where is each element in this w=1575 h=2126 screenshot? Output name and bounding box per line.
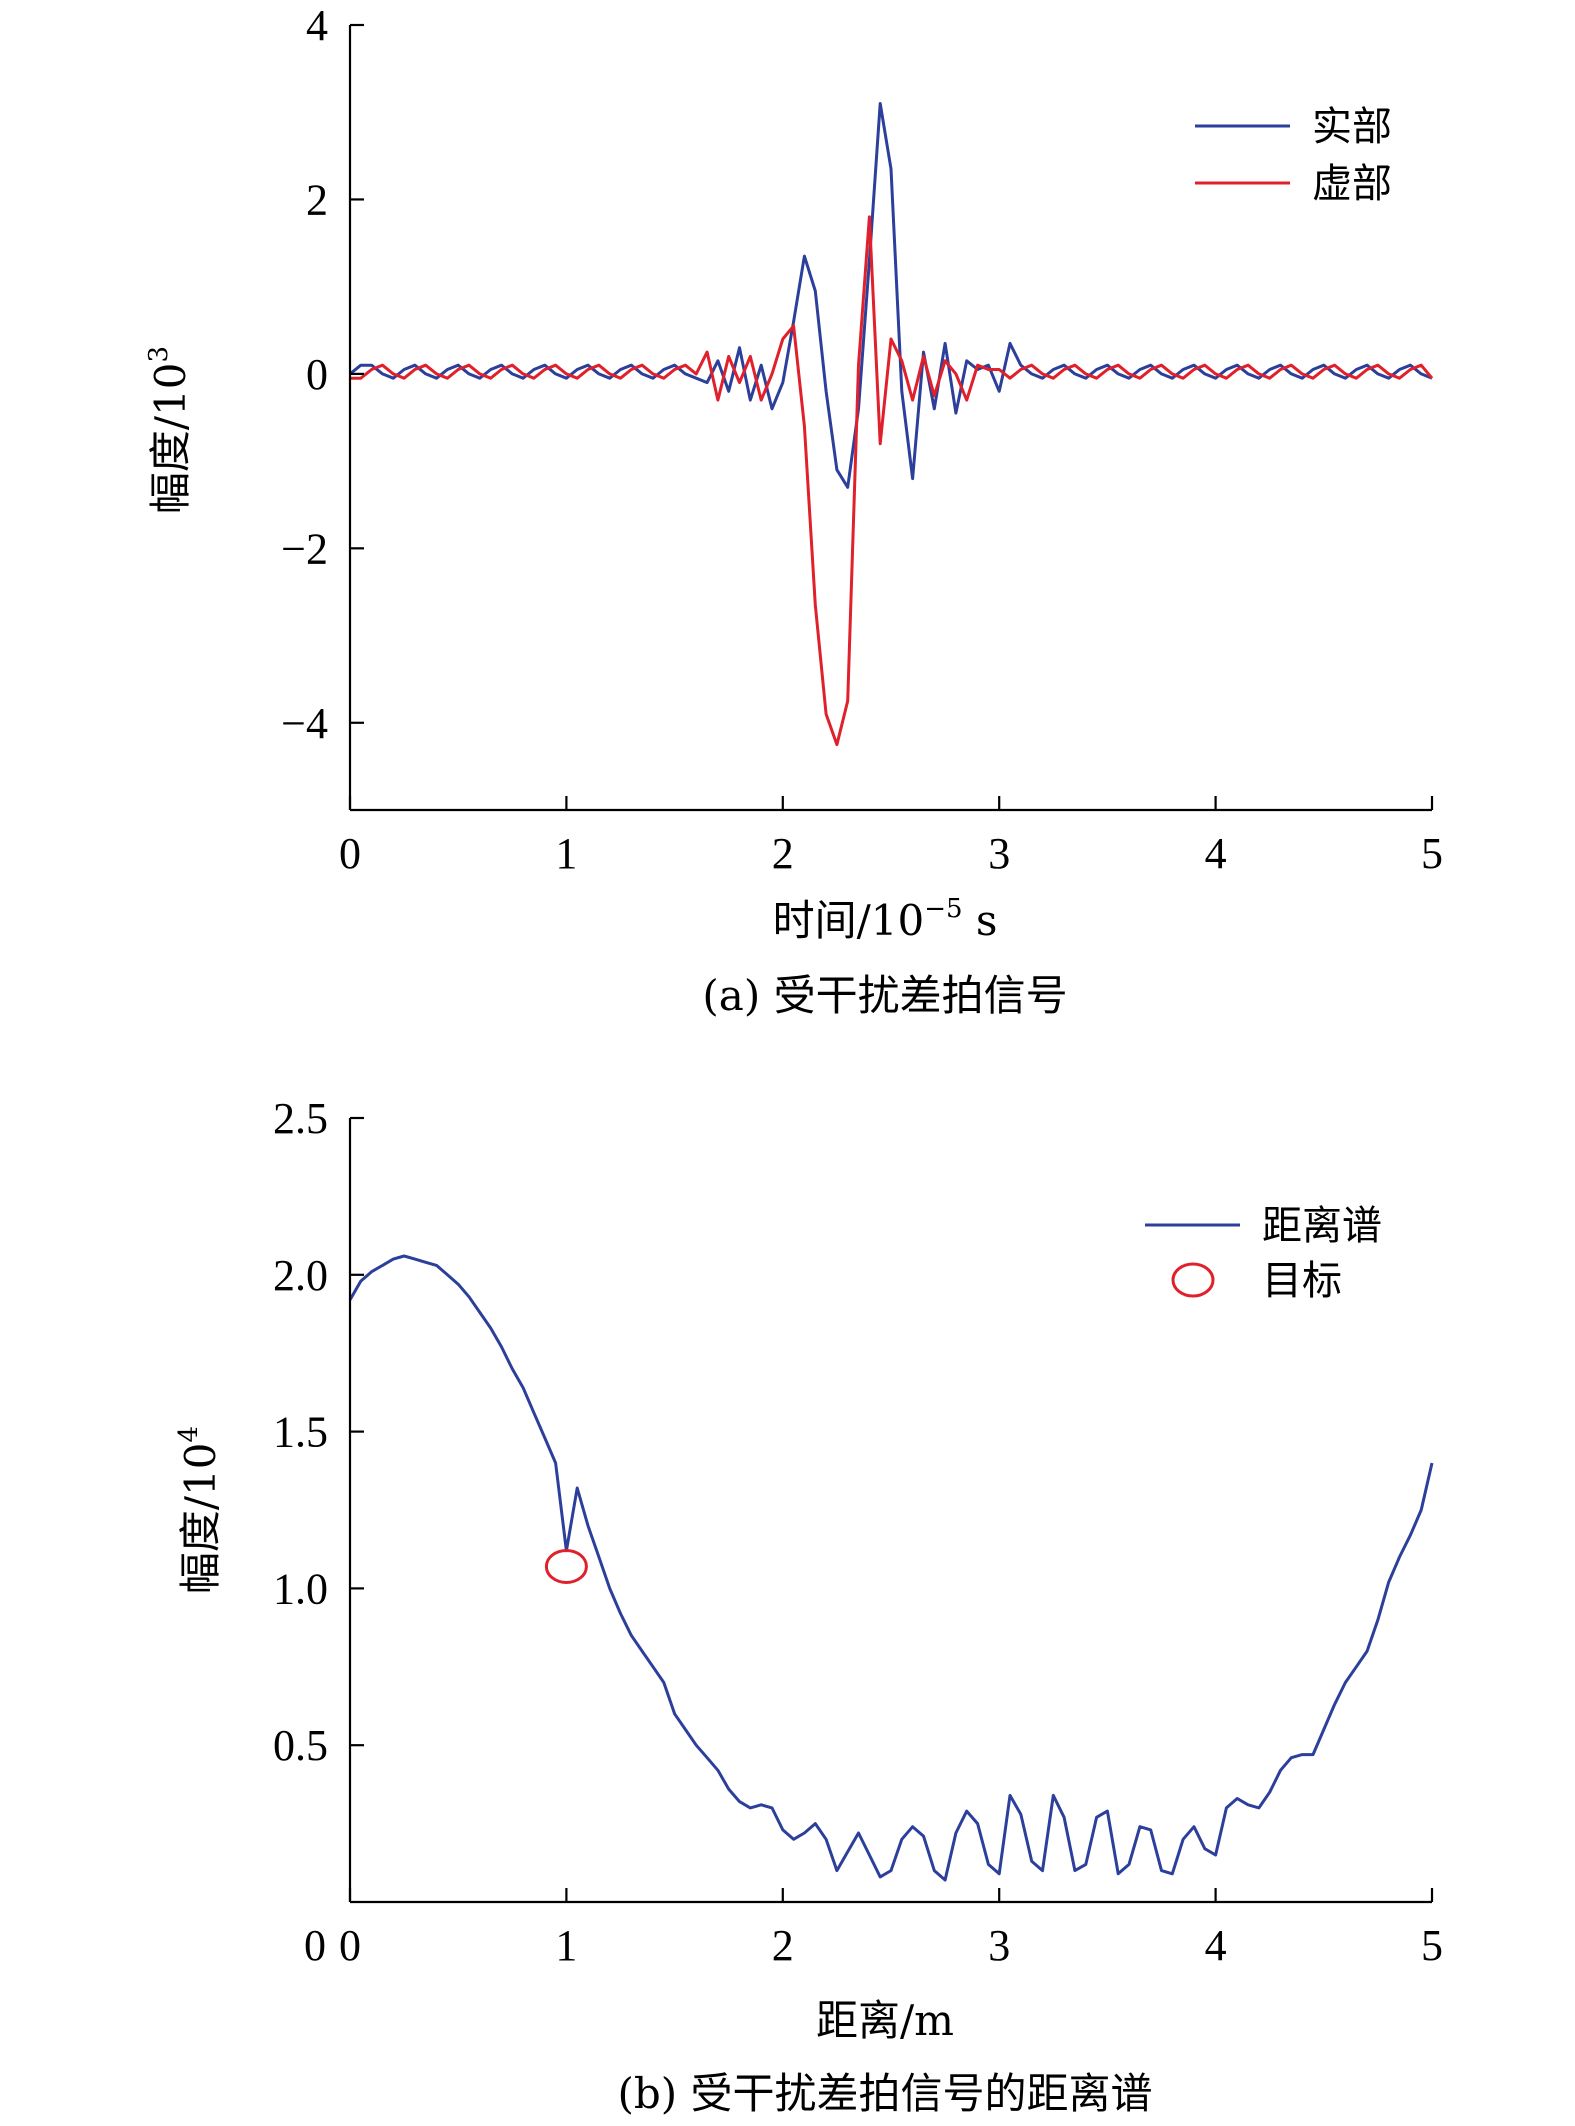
chart-b-caption: (b) 受干扰差拍信号的距离谱 — [617, 2069, 1152, 2118]
chart-a-legend-label-real: 实部 — [1312, 104, 1392, 150]
chart-a-x-tick-label: 1 — [555, 829, 577, 878]
chart-a-ylabel-sup: 3 — [144, 346, 174, 363]
chart-b-y-tick-label: 0.5 — [273, 1721, 328, 1770]
chart-b-ylabel-sup: 4 — [174, 1426, 204, 1443]
chart-b-x-tick-label: 3 — [988, 1921, 1010, 1970]
chart-b-x-tick-label: 2 — [772, 1921, 794, 1970]
chart-a-xlabel-unit: s — [963, 896, 998, 945]
chart-a-x-tick-label: 0 — [339, 829, 361, 878]
chart-a-axes: 0 1 2 3 4 5 4 2 0 −2 −4 — [281, 1, 1443, 878]
svg-text:幅度/103: 幅度/103 — [144, 346, 195, 514]
chart-a-series-line-0 — [349, 102, 1433, 489]
chart-b-axes: 0 1 2 3 4 5 2.5 2.0 1.5 1.0 0.5 0 — [273, 1094, 1443, 1970]
chart-a-x-tick-label: 5 — [1421, 829, 1443, 878]
chart-a-y-axis-title: 幅度/103 — [144, 346, 195, 514]
chart-b-legend-label-spectrum: 距离谱 — [1262, 1203, 1382, 1249]
chart-b-legend: 距离谱 目标 — [1145, 1203, 1382, 1304]
chart-a-y-tick-label: −2 — [281, 524, 328, 573]
chart-a-caption: (a) 受干扰差拍信号 — [702, 971, 1067, 1020]
svg-text:幅度/104: 幅度/104 — [174, 1426, 225, 1594]
chart-a-x-tick-label: 2 — [772, 829, 794, 878]
chart-a-x-tick-label: 3 — [988, 829, 1010, 878]
chart-b-y-tick-label: 2.5 — [273, 1094, 328, 1143]
chart-a-legend-label-imag: 虚部 — [1312, 161, 1392, 207]
chart-b: 0 1 2 3 4 52.52.01.51.00.50 幅度/104 距离/m (b) 受… — [174, 1094, 1443, 2118]
chart-a-x-axis-title: 时间/10−5 s — [773, 894, 998, 945]
chart-b-legend-label-target: 目标 — [1262, 1258, 1342, 1304]
chart-b-y-tick-label: 1.5 — [273, 1408, 328, 1457]
chart-b-ylabel-main: 幅度/10 — [176, 1442, 225, 1594]
chart-b-x-axis-title: 距离/m — [816, 1996, 954, 2045]
chart-a-y-tick-label: 4 — [306, 1, 328, 50]
chart-b-y-tick-label: 2.0 — [273, 1251, 328, 1300]
chart-b-legend-marker-target — [1171, 1262, 1215, 1298]
chart-b-target-marker — [544, 1548, 588, 1584]
chart-a-series-line-1 — [350, 215, 1434, 747]
chart-a-y-tick-label: 0 — [306, 350, 328, 399]
chart-a-y-tick-label: 2 — [306, 175, 328, 224]
chart-a-ylabel-main: 幅度/10 — [146, 362, 195, 514]
chart-a-y-tick-label: −4 — [281, 699, 328, 748]
chart-b-x-tick-label: 1 — [555, 1921, 577, 1970]
chart-a-xlabel-main: 时间/10 — [773, 896, 925, 945]
chart-b-origin-label: 0 — [304, 1921, 326, 1970]
chart-b-series-line-0 — [348, 1254, 1434, 1882]
chart-b-y-axis-title: 幅度/104 — [174, 1426, 225, 1594]
chart-a-legend: 实部 虚部 — [1195, 104, 1392, 207]
chart-b-x-tick-label: 4 — [1205, 1921, 1227, 1970]
chart-a-plot-area — [349, 102, 1434, 747]
chart-b-plot-area — [348, 1254, 1434, 1882]
chart-a-x-tick-label: 4 — [1205, 829, 1227, 878]
chart-a-xlabel-sup: −5 — [924, 894, 962, 924]
chart-b-x-tick-label: 5 — [1421, 1921, 1443, 1970]
chart-b-y-tick-label: 1.0 — [273, 1564, 328, 1613]
chart-b-x-tick-label: 0 — [339, 1921, 361, 1970]
